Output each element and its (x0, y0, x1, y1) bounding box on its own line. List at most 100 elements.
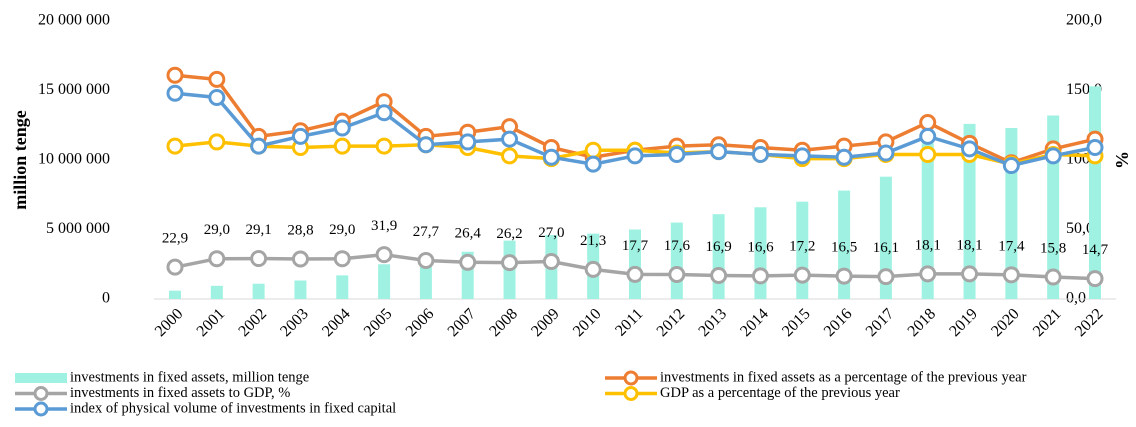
marker (459, 133, 477, 151)
x-tick-label: 2017 (863, 305, 898, 340)
data-label: 15,8 (1040, 240, 1066, 256)
bar (210, 285, 223, 299)
legend-label: GDP as a percentage of the previous year (660, 385, 900, 401)
bar (670, 222, 683, 299)
marker (417, 251, 435, 269)
marker (584, 141, 602, 159)
marker (208, 88, 226, 106)
marker (835, 267, 853, 285)
marker (333, 119, 351, 137)
marker (166, 137, 184, 155)
marker (208, 133, 226, 151)
x-tick-label: 2003 (277, 305, 312, 340)
marker (375, 246, 393, 264)
data-label: 16,5 (831, 240, 857, 256)
data-label: 17,2 (789, 239, 815, 255)
bar (879, 176, 892, 299)
marker (542, 148, 560, 166)
legend-label: investments in fixed assets, million ten… (70, 369, 309, 385)
y2-tick-label: 200,0 (1066, 12, 1102, 29)
data-label: 14,7 (1082, 242, 1109, 258)
legend-label: index of physical volume of investments … (70, 400, 396, 416)
x-tick-label: 2013 (695, 305, 730, 340)
marker (459, 253, 477, 271)
marker (751, 267, 769, 285)
bar (1089, 86, 1101, 299)
marker (584, 260, 602, 278)
data-label: 21,3 (580, 233, 606, 249)
data-label: 29,1 (246, 222, 272, 238)
bar (419, 258, 432, 299)
y2-axis-label: % (1112, 151, 1132, 169)
marker (166, 66, 184, 84)
marker (793, 147, 811, 165)
marker (877, 268, 895, 286)
x-tick-label: 2008 (486, 305, 521, 340)
data-label: 16,6 (747, 239, 774, 255)
x-tick-label: 2020 (988, 305, 1023, 340)
marker (751, 145, 769, 163)
marker (961, 265, 979, 283)
y-axis-label: million tenge (10, 110, 30, 210)
bar (294, 280, 307, 299)
marker (501, 147, 519, 165)
marker (710, 267, 728, 285)
y-tick-label: 0 (102, 290, 110, 307)
marker (208, 250, 226, 268)
legend-swatch (33, 386, 49, 401)
bar (336, 275, 349, 299)
x-tick-label: 2012 (654, 305, 689, 340)
marker (250, 250, 268, 268)
data-label: 29,0 (204, 222, 230, 238)
bar (921, 143, 934, 299)
marker (919, 127, 937, 145)
marker (250, 137, 268, 155)
x-tick-label: 2018 (905, 305, 940, 340)
data-label: 26,4 (455, 226, 482, 242)
bar (169, 290, 181, 299)
marker (291, 250, 309, 268)
data-label: 16,9 (706, 239, 732, 255)
y-tick-label: 5 000 000 (46, 220, 110, 237)
legend-label: investments in fixed assets to GDP, % (70, 385, 290, 401)
legend-swatch (33, 401, 49, 417)
marker (501, 254, 519, 272)
data-label: 22,9 (162, 231, 188, 247)
data-label: 18,1 (956, 237, 982, 253)
marker (333, 137, 351, 155)
marker (919, 113, 937, 131)
x-tick-label: 2005 (361, 305, 396, 340)
data-label: 27,7 (413, 224, 440, 240)
marker (501, 130, 519, 148)
bar (378, 264, 391, 299)
x-tick-label: 2006 (403, 305, 438, 340)
y-tick-label: 20 000 000 (38, 12, 110, 29)
marker (710, 143, 728, 161)
x-tick-label: 2021 (1030, 305, 1065, 340)
x-tick-label: 2019 (946, 305, 981, 340)
x-tick-label: 2011 (612, 305, 646, 339)
legend-label: investments in fixed assets as a percent… (660, 369, 1027, 385)
data-label: 18,1 (915, 237, 941, 253)
marker (1044, 268, 1062, 286)
marker (793, 266, 811, 284)
x-tick-label: 2000 (152, 305, 187, 340)
bar (712, 214, 725, 299)
marker (166, 84, 184, 102)
data-label: 29,0 (329, 222, 355, 238)
marker (417, 136, 435, 154)
marker (835, 148, 853, 166)
marker (919, 145, 937, 163)
legend-swatch (15, 373, 67, 383)
marker (584, 155, 602, 173)
marker (375, 104, 393, 122)
x-tick-label: 2010 (570, 305, 605, 340)
legend-swatch (623, 370, 639, 386)
y-tick-label: 15 000 000 (38, 81, 110, 98)
marker (1086, 270, 1104, 288)
marker (1044, 147, 1062, 165)
y-tick-label: 10 000 000 (38, 151, 110, 168)
marker (668, 145, 686, 163)
y2-tick-label: 0,0 (1066, 290, 1086, 307)
marker (919, 265, 937, 283)
